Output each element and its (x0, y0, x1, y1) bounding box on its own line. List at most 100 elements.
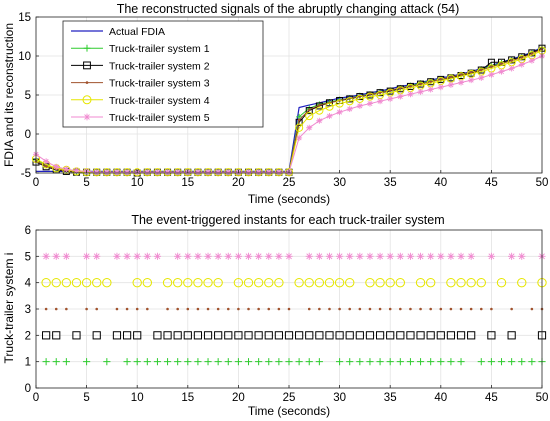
event-instant-system-5 (275, 252, 283, 260)
bottom-plot-x-tick-label: 0 (33, 392, 39, 404)
series-6-point (478, 74, 485, 81)
event-instant-system-2 (193, 331, 203, 340)
event-instant-system-2 (396, 331, 405, 340)
event-instant-system-4 (183, 277, 193, 288)
event-instant-system-4 (102, 277, 112, 288)
series-3-point (315, 102, 323, 110)
event-instant-system-3 (85, 307, 88, 311)
series-6-point (164, 169, 171, 176)
legend-marker-5 (82, 95, 92, 105)
event-instant-system-2 (92, 331, 101, 340)
event-instant-system-4 (162, 277, 173, 288)
event-instant-system-1 (285, 358, 293, 366)
top-plot-y-tick-label: 0 (25, 129, 31, 141)
event-instant-system-2 (183, 331, 192, 340)
event-instant-system-3 (44, 307, 48, 311)
series-6-point (205, 169, 212, 176)
event-instant-system-2 (305, 331, 314, 340)
event-instant-system-4 (476, 277, 486, 288)
series-6-point (458, 79, 465, 86)
legend-entry-5: Truck-trailer system 4 (109, 95, 210, 107)
event-instant-system-2 (345, 331, 354, 340)
event-instant-system-3 (348, 307, 352, 311)
top-plot-x-tick-label: 30 (333, 177, 346, 189)
event-instant-system-2 (42, 331, 51, 340)
event-instant-system-3 (449, 307, 453, 311)
event-instant-system-4 (71, 277, 82, 288)
series-4-point (388, 89, 392, 92)
event-instant-system-2 (234, 331, 243, 340)
bottom-plot-y-tick-label: 4 (25, 278, 32, 290)
legend-marker-6 (83, 113, 91, 121)
event-instant-system-1 (416, 358, 425, 366)
event-instant-system-3 (429, 307, 432, 311)
event-instant-system-3 (166, 307, 169, 311)
event-instant-system-1 (194, 358, 202, 366)
event-instant-system-3 (338, 307, 341, 311)
event-instant-system-3 (95, 307, 99, 311)
series-4-point (378, 91, 382, 94)
event-instant-system-4 (92, 277, 102, 288)
top-plot-x-tick-label: 45 (485, 177, 498, 189)
event-instant-system-2 (153, 331, 162, 340)
event-instant-system-5 (437, 252, 445, 260)
bottom-plot-x-tick-label: 10 (131, 392, 144, 404)
event-instant-system-3 (419, 307, 422, 311)
legend-marker-4 (85, 81, 89, 84)
bottom-plot-y-tick-label: 2 (25, 330, 31, 342)
series-6-point (63, 166, 70, 173)
event-instant-system-3 (237, 307, 240, 311)
series-4-point (479, 68, 483, 72)
event-instant-system-4 (274, 277, 284, 288)
event-instant-system-1 (204, 358, 212, 366)
event-instant-system-5 (214, 252, 222, 260)
event-instant-system-1 (153, 358, 162, 366)
event-instant-system-4 (213, 277, 223, 288)
series-5-point (365, 92, 375, 101)
series-4-point (449, 75, 453, 79)
series-4-point (469, 71, 473, 74)
bottom-plot-xlabel: Time (seconds) (248, 404, 330, 418)
event-instant-system-5 (336, 252, 344, 260)
event-instant-system-2 (507, 331, 516, 340)
legend-box (62, 20, 264, 128)
series-6-point (528, 57, 535, 64)
event-instant-system-3 (186, 307, 190, 311)
top-plot-x-tick-label: 35 (384, 177, 397, 189)
event-instant-system-1 (103, 358, 111, 366)
event-instant-system-3 (146, 307, 149, 311)
series-4-point (439, 78, 443, 81)
series-6-point (265, 169, 272, 176)
bottom-plot-y-tick-label: 0 (25, 383, 31, 395)
top-plot-x-tick-label: 15 (181, 177, 194, 189)
event-instant-system-1 (163, 358, 172, 366)
series-4-point (307, 108, 311, 112)
event-instant-system-1 (42, 358, 50, 366)
event-instant-system-3 (196, 307, 200, 311)
bottom-plot-x-tick-label: 25 (283, 392, 296, 404)
series-5-point (335, 99, 344, 108)
event-instant-system-3 (226, 307, 230, 311)
event-instant-system-4 (142, 277, 153, 288)
series-6-point (174, 169, 181, 176)
event-instant-system-2 (133, 331, 142, 340)
event-instant-system-3 (176, 307, 179, 311)
event-instant-system-1 (255, 358, 263, 366)
event-instant-system-5 (416, 252, 425, 260)
event-instant-system-2 (254, 331, 263, 340)
event-instant-system-1 (123, 358, 131, 366)
event-instant-system-2 (436, 331, 445, 340)
event-instant-system-1 (386, 358, 394, 366)
series-3-point (325, 99, 333, 107)
legend-marker-2 (83, 44, 91, 52)
event-instant-system-5 (346, 252, 354, 260)
bottom-plot-x-tick-label: 15 (181, 392, 194, 404)
series-6-point (103, 169, 110, 176)
event-instant-system-4 (193, 277, 203, 288)
bottom-plot-y-tick-label: 3 (25, 304, 31, 316)
event-instant-system-5 (113, 252, 121, 260)
event-instant-system-4 (365, 277, 375, 288)
series-6-point (113, 169, 120, 176)
event-instant-system-5 (143, 252, 151, 260)
